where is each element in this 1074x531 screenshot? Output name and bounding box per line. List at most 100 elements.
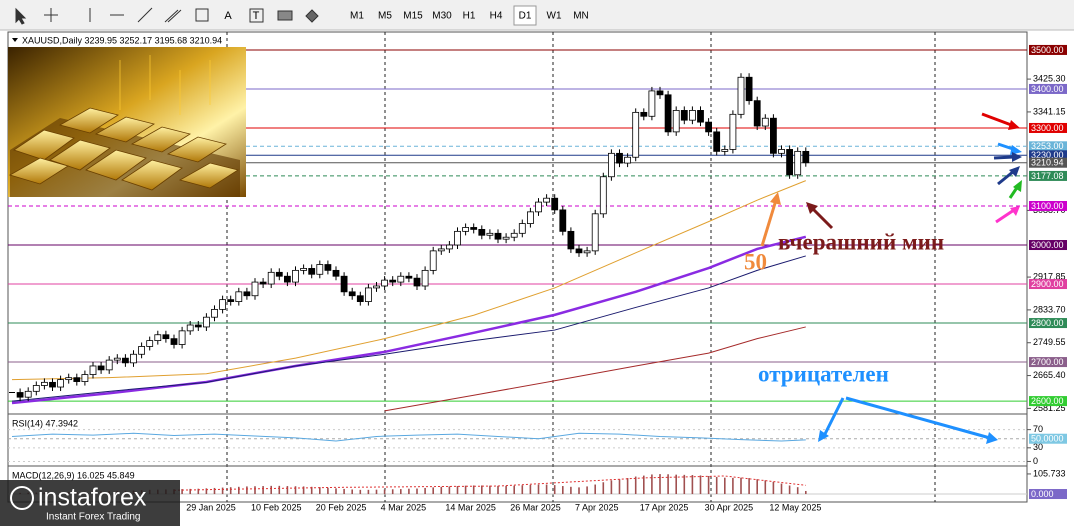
candle <box>591 213 599 252</box>
candle <box>65 377 73 381</box>
candle <box>437 248 445 252</box>
candle <box>445 244 453 250</box>
timeframe-button[interactable]: H4 <box>490 11 503 22</box>
macd-bar <box>553 485 556 495</box>
macd-bar <box>780 483 783 495</box>
candle <box>364 287 372 302</box>
candle <box>421 269 429 287</box>
candle <box>170 338 178 345</box>
moving-average <box>11 255 806 402</box>
candle <box>510 232 518 238</box>
x-tick-label: 17 Apr 2025 <box>640 502 689 512</box>
candle <box>462 227 470 232</box>
candle <box>559 209 567 232</box>
x-tick-label: 10 Feb 2025 <box>251 502 302 512</box>
candle <box>729 113 737 150</box>
macd-bar <box>238 486 240 495</box>
macd-bar <box>197 488 200 495</box>
candle <box>786 149 793 176</box>
candle <box>721 149 729 152</box>
candle <box>146 340 154 347</box>
candle <box>275 271 283 277</box>
x-tick-label: 7 Apr 2025 <box>575 502 619 512</box>
candle <box>454 230 461 246</box>
macd-level-box <box>1029 489 1067 500</box>
annotation: 50 <box>744 249 767 274</box>
macd-bar <box>764 480 767 495</box>
candle <box>583 250 591 254</box>
candle <box>57 379 64 388</box>
x-tick-label: 4 Mar 2025 <box>381 502 427 512</box>
timeframe-button[interactable]: W1 <box>547 11 562 22</box>
candle <box>24 390 32 398</box>
candle <box>478 229 486 236</box>
candle <box>470 227 478 230</box>
macd-bar <box>189 488 191 495</box>
level-label: 3210.94 <box>1031 158 1064 168</box>
y-tick-label: 2665.40 <box>1033 370 1066 380</box>
candle <box>770 117 777 154</box>
macd-bar <box>286 486 289 495</box>
candle <box>405 275 413 279</box>
y-tick-label: 2917.85 <box>1033 271 1066 281</box>
macd-bar <box>497 485 499 495</box>
candle <box>778 149 785 154</box>
macd-bar <box>481 485 483 495</box>
macd-bar <box>651 474 653 495</box>
macd-bar <box>400 489 402 495</box>
macd-bar <box>319 487 321 495</box>
candle <box>138 346 146 355</box>
candle <box>32 385 40 392</box>
candle <box>608 152 615 178</box>
macd-bar <box>213 487 216 495</box>
gold-picture <box>8 47 246 197</box>
candle <box>243 291 251 297</box>
macd-bar <box>805 490 807 495</box>
macd-bar <box>383 489 386 495</box>
x-tick-label: 29 Jan 2025 <box>186 502 236 512</box>
y-tick-label: 2581.25 <box>1033 403 1066 413</box>
macd-bar <box>537 484 540 495</box>
timeframe-button[interactable]: D1 <box>519 11 532 22</box>
macd-bar <box>335 488 337 495</box>
macd-level-label: 0.000 <box>1031 489 1054 499</box>
timeframe-button[interactable]: M15 <box>403 11 423 22</box>
timeframe-button[interactable]: MN <box>573 11 589 22</box>
candle <box>41 381 48 386</box>
candle <box>251 281 259 297</box>
level-label: 2900.00 <box>1031 279 1064 289</box>
candle <box>332 269 340 277</box>
candle <box>16 392 24 398</box>
rsi-tick-label: 0 <box>1033 456 1038 466</box>
macd-bar <box>432 487 434 495</box>
x-tick-label: 20 Feb 2025 <box>316 502 367 512</box>
candle <box>567 230 575 250</box>
candle <box>518 223 526 234</box>
macd-signal <box>173 475 806 491</box>
macd-bar <box>659 474 661 495</box>
tool-label: T <box>253 10 260 22</box>
macd-bar <box>586 486 588 495</box>
candle <box>672 110 680 133</box>
level-label: 2600.00 <box>1031 396 1064 406</box>
macd-bar <box>489 485 491 495</box>
rsi-tick-label: 70 <box>1033 424 1043 434</box>
timeframe-button[interactable]: M30 <box>432 11 452 22</box>
level-label: 2700.00 <box>1031 357 1064 367</box>
candle <box>502 236 510 240</box>
candle <box>397 275 405 283</box>
timeframe-button[interactable]: M5 <box>378 11 392 22</box>
macd-tick-label: 105.733 <box>1033 468 1066 478</box>
x-tick-label: 26 Mar 2025 <box>510 502 561 512</box>
timeframe-button[interactable]: H1 <box>463 11 476 22</box>
timeframe-button[interactable]: M1 <box>350 11 364 22</box>
macd-bar <box>254 486 256 495</box>
macd-title: MACD(12,26,9) 16.025 45.849 <box>12 470 135 480</box>
y-tick-label: 2833.70 <box>1033 304 1066 314</box>
macd-bar <box>756 479 758 495</box>
candle <box>761 117 769 127</box>
candle <box>300 268 308 271</box>
macd-bar <box>246 486 248 495</box>
macd-bar <box>424 487 426 495</box>
macd-bar <box>367 489 370 495</box>
